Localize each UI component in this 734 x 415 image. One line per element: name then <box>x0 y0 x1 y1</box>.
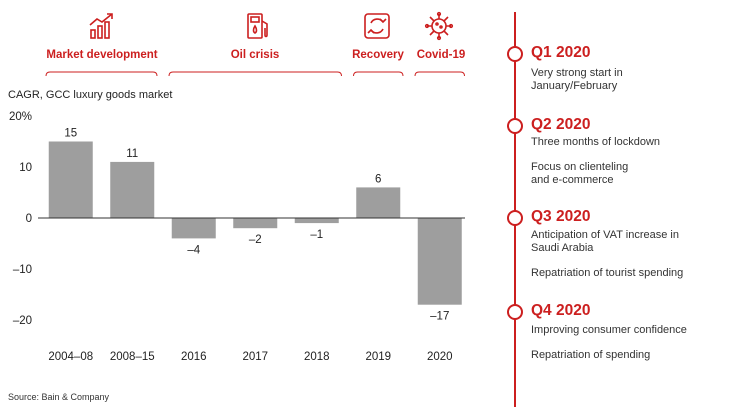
bar-chart: 20% 10 0 –10 –20 15 11 –4 –2 –1 6 –17 2004–08 2008–… <box>9 71 465 363</box>
timeline-title-q2: Q2 2020 <box>531 116 591 133</box>
timeline-title-q1: Q1 2020 <box>531 44 591 61</box>
phase-label-covid-19: Covid-19 <box>416 49 466 61</box>
phase-label-market-development: Market development <box>46 49 158 61</box>
timeline-text: Anticipation of VAT increase in <box>531 229 679 241</box>
bars <box>48 141 462 305</box>
timeline-text: Improving consumer confidence <box>531 324 687 336</box>
x-tick-label: 2018 <box>304 351 330 363</box>
virus-icon <box>424 11 454 41</box>
x-tick-label: 2017 <box>242 351 268 363</box>
timeline-dot-q2 <box>507 118 523 134</box>
y-axis-ticks: 20% 10 0 –10 –20 <box>9 111 32 327</box>
x-tick-label: 2016 <box>181 351 207 363</box>
timeline-text: and e-commerce <box>531 174 614 186</box>
x-tick-label: 2004–08 <box>48 351 93 363</box>
timeline-text: Three months of lockdown <box>531 136 661 148</box>
timeline-text: Saudi Arabia <box>531 242 594 254</box>
data-label: –4 <box>187 244 200 256</box>
timeline-dot-q1 <box>507 46 523 62</box>
y-tick-label: 20% <box>9 111 32 123</box>
y-axis-title: CAGR, GCC luxury goods market <box>8 89 173 101</box>
phase-bracket <box>168 71 342 77</box>
x-tick-label: 2020 <box>427 351 453 363</box>
timeline-text: Repatriation of spending <box>531 349 651 361</box>
phase-brackets <box>45 71 465 77</box>
timeline-line <box>514 12 516 407</box>
data-label: 6 <box>375 173 381 185</box>
timeline-dot-q4 <box>507 304 523 320</box>
y-tick-label: –20 <box>13 315 32 327</box>
bar <box>294 218 339 224</box>
y-tick-label: 0 <box>26 213 32 225</box>
data-label: 15 <box>64 128 77 140</box>
phase-bracket <box>45 71 158 77</box>
phase-bracket <box>353 71 404 77</box>
timeline-title-q4: Q4 2020 <box>531 302 591 319</box>
bar <box>110 161 155 218</box>
data-label: –2 <box>249 234 262 246</box>
source-note: Source: Bain & Company <box>8 392 110 402</box>
bar <box>233 218 278 229</box>
x-tick-label: 2019 <box>365 351 391 363</box>
timeline-title-q3: Q3 2020 <box>531 208 591 225</box>
y-tick-label: –10 <box>13 264 32 276</box>
phase-bracket <box>414 71 465 77</box>
x-axis-labels: 2004–08 2008–15 2016 2017 2018 2019 2020 <box>48 351 452 363</box>
y-tick-label: 10 <box>19 162 32 174</box>
timeline-text: Very strong start in <box>531 67 623 79</box>
data-label: –1 <box>310 229 323 241</box>
data-label: 11 <box>126 148 138 160</box>
fuel-pump-icon <box>247 13 268 39</box>
phase-label-oil-crisis: Oil crisis <box>230 49 280 61</box>
bar <box>417 218 462 305</box>
timeline-dot-q3 <box>507 210 523 226</box>
timeline-text: Repatriation of tourist spending <box>531 267 684 279</box>
value-labels: 15 11 –4 –2 –1 6 –17 <box>64 128 449 323</box>
timeline-text: January/February <box>531 80 618 92</box>
bar <box>171 218 216 239</box>
data-label: –17 <box>430 311 449 323</box>
bar <box>48 141 93 218</box>
recovery-cycle-icon <box>364 13 390 39</box>
bar <box>356 187 401 218</box>
x-tick-label: 2008–15 <box>110 351 155 363</box>
timeline-text: Focus on clienteling <box>531 161 629 173</box>
phase-label-recovery: Recovery <box>352 49 404 61</box>
bar-chart-growth-icon <box>89 13 113 39</box>
